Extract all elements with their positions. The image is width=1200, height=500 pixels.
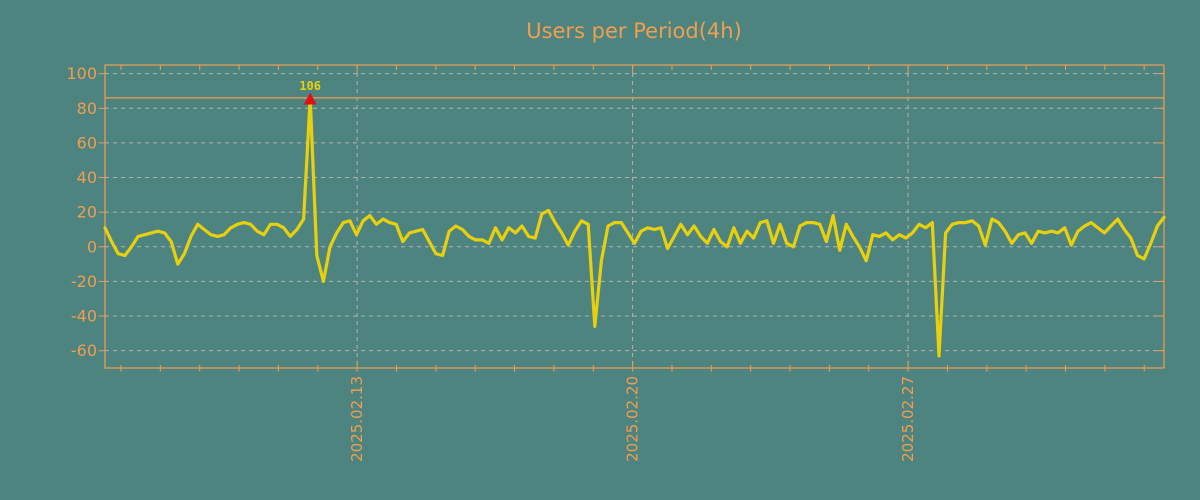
y-tick-label: 20 bbox=[77, 203, 97, 222]
y-tick-label: -60 bbox=[71, 341, 97, 360]
series-line bbox=[103, 96, 1166, 358]
y-tick-label: -40 bbox=[71, 307, 97, 326]
x-tick-label: 2025.02.27 bbox=[899, 376, 917, 462]
x-tick-label: 2025.02.13 bbox=[348, 376, 366, 462]
y-tick-label: -20 bbox=[71, 272, 97, 291]
peak-value-label: 106 bbox=[299, 79, 321, 93]
y-tick-label: 40 bbox=[77, 168, 97, 187]
y-tick-label: 0 bbox=[87, 237, 97, 256]
grid-layer bbox=[105, 65, 1164, 368]
axes-layer: 100 80 60 40 20 0 -20 -40 -60 2025.02.13 2025.02.2… bbox=[66, 64, 1165, 462]
y-tick-label: 100 bbox=[66, 64, 97, 83]
plot-frame bbox=[104, 64, 1165, 369]
chart-title: Users per Period(4h) bbox=[526, 19, 742, 43]
annotation-layer: 106 bbox=[299, 79, 321, 105]
peak-marker-triangle-up-icon bbox=[303, 92, 317, 105]
series-layer bbox=[103, 96, 1166, 358]
x-tick-label: 2025.02.20 bbox=[624, 376, 642, 462]
y-tick-label: 80 bbox=[77, 99, 97, 118]
y-tick-label: 60 bbox=[77, 133, 97, 152]
